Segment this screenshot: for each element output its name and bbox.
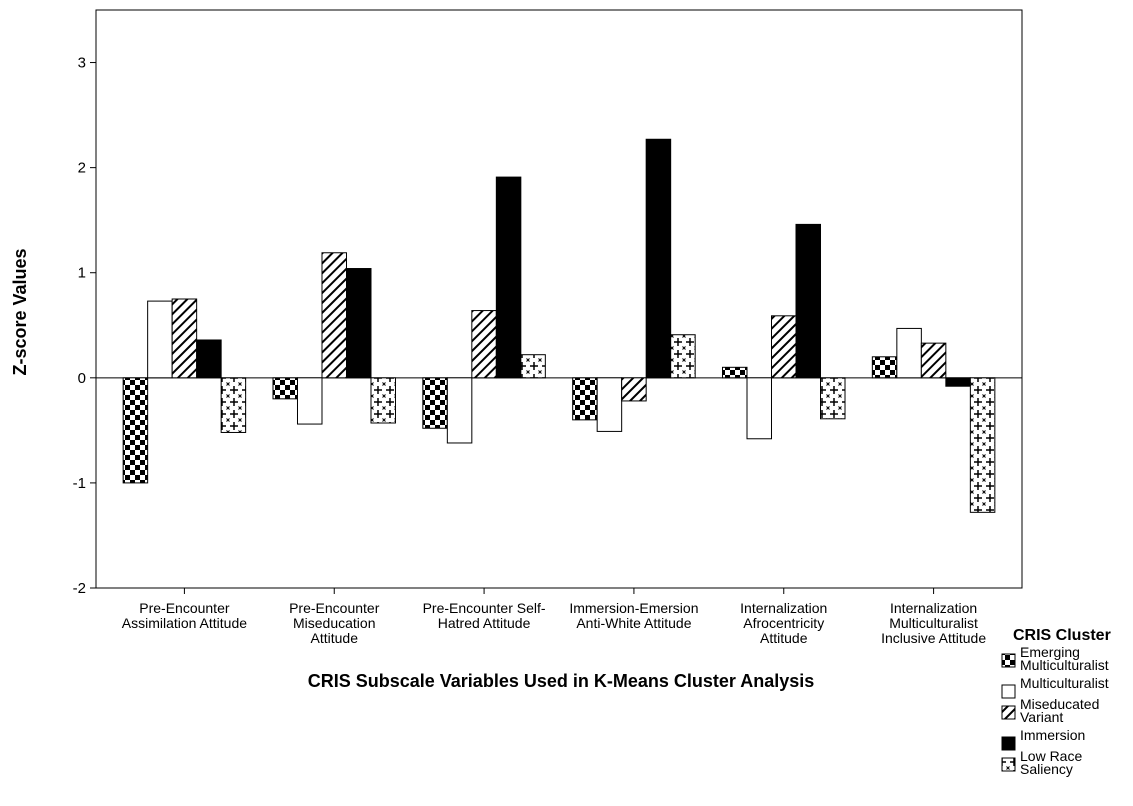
bar-multiculturalist-4	[596, 377, 623, 432]
legend-swatch	[1001, 757, 1016, 772]
y-tick-label: -1	[73, 475, 86, 492]
legend-item-emerging-multiculturalist: Emerging Multiculturalist	[1001, 644, 1109, 673]
legend: CRIS Cluster Emerging Multiculturalist Mul…	[1001, 627, 1111, 777]
legend-item-low-race-saliency: Low Race Saliency	[1001, 748, 1082, 777]
bar-emerging-multiculturalist-3	[422, 377, 448, 429]
bar-emerging-multiculturalist-5	[722, 366, 748, 379]
bar-low-race-saliency-5	[820, 377, 846, 420]
bar-multiculturalist-3	[446, 377, 473, 444]
legend-swatch	[1001, 736, 1016, 751]
bar-miseducated-variant-6	[920, 342, 947, 379]
x-tick-label: Pre-Encounter Miseducation Attitude	[289, 600, 380, 646]
bar-low-race-saliency-6	[969, 377, 996, 513]
bar-multiculturalist-6	[896, 327, 922, 379]
bar-multiculturalist-5	[746, 377, 773, 440]
legend-item-multiculturalist: Multiculturalist	[1001, 675, 1109, 699]
legend-item-immersion: Immersion	[1001, 727, 1085, 751]
bar-miseducated-variant-4	[621, 377, 647, 402]
bar-immersion-5	[795, 223, 822, 379]
bar-miseducated-variant-5	[771, 315, 797, 379]
x-tick-label: Immersion-Emersion Anti-White Attitude	[569, 600, 698, 631]
legend-label: Miseducated Variant	[1020, 696, 1099, 725]
legend-item-miseducated-variant: Miseducated Variant	[1001, 696, 1099, 725]
x-tick-label: Pre-Encounter Self-Hatred Attitude	[423, 600, 546, 631]
bar-immersion-2	[345, 268, 372, 379]
legend-label: Low Race Saliency	[1020, 748, 1082, 777]
x-axis: Pre-Encounter Assimilation Attitude Pre-En…	[122, 588, 986, 646]
bar-emerging-multiculturalist-1	[122, 377, 149, 484]
legend-title: CRIS Cluster	[1013, 627, 1111, 644]
legend-swatch	[1001, 684, 1016, 699]
bar-immersion-1	[196, 339, 222, 379]
x-tick-label: Pre-Encounter Assimilation Attitude	[122, 600, 247, 631]
legend-label: Emerging Multiculturalist	[1020, 644, 1109, 673]
y-tick-label: 0	[78, 370, 86, 387]
bar-multiculturalist-2	[296, 377, 323, 425]
plot-area	[95, 9, 1023, 589]
bar-miseducated-variant-2	[321, 252, 347, 379]
legend-swatch	[1001, 705, 1016, 720]
bar-emerging-multiculturalist-6	[871, 356, 898, 379]
x-tick-label: Internalization Afrocentricity Attitude	[740, 600, 827, 646]
bar-emerging-multiculturalist-2	[272, 377, 298, 400]
y-tick-label: 1	[78, 265, 86, 282]
legend-label: Immersion	[1020, 727, 1085, 743]
bar-low-race-saliency-4	[670, 334, 696, 379]
x-axis-title: CRIS Subscale Variables Used in K-Means …	[308, 671, 815, 691]
bar-immersion-3	[495, 176, 522, 379]
bar-miseducated-variant-3	[471, 310, 497, 379]
plot-frame	[95, 9, 1023, 589]
y-axis-title: Z-score Values	[10, 248, 30, 375]
bar-low-race-saliency-3	[520, 354, 546, 379]
bar-immersion-4	[645, 138, 672, 379]
y-axis: -2 -1 0 1 2 3	[73, 55, 96, 597]
legend-label: Multiculturalist	[1020, 675, 1109, 691]
y-tick-label: 3	[78, 55, 86, 72]
legend-swatch	[1001, 653, 1016, 668]
y-tick-label: -2	[73, 580, 86, 597]
bar-low-race-saliency-2	[370, 377, 396, 424]
bar-low-race-saliency-1	[220, 377, 247, 433]
bar-miseducated-variant-1	[171, 298, 198, 379]
bar-multiculturalist-1	[147, 300, 173, 379]
bar-emerging-multiculturalist-4	[572, 377, 598, 421]
y-tick-label: 2	[78, 160, 86, 177]
x-tick-label: Internalization Multiculturalist Inclusive…	[881, 600, 986, 646]
bar-immersion-6	[945, 377, 971, 387]
